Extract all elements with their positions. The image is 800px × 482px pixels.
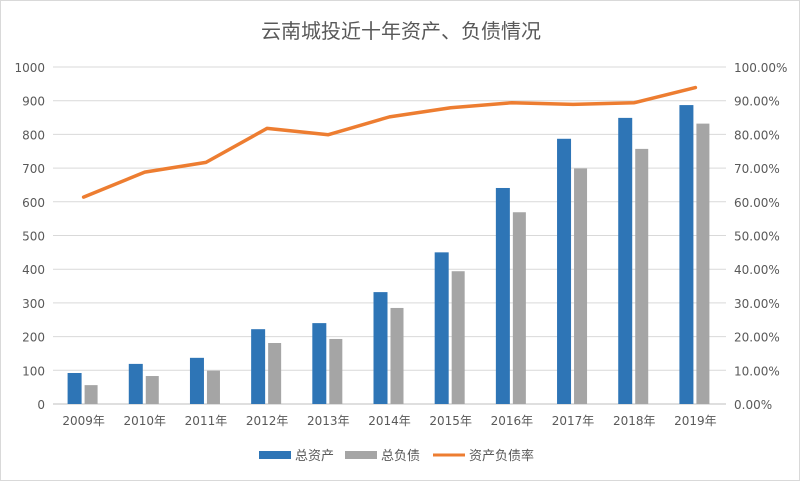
bar-total-assets (374, 292, 388, 404)
right-tick-label: 70.00% (734, 162, 780, 176)
x-tick-label: 2016年 (491, 414, 534, 428)
x-tick-label: 2017年 (552, 414, 595, 428)
legend-swatch-total-liabilities (345, 451, 377, 459)
bar-total-liabilities (635, 149, 648, 404)
bar-total-assets (251, 329, 265, 404)
legend-swatch-total-assets (259, 451, 291, 459)
bar-total-assets (618, 118, 632, 404)
left-tick-label: 500 (22, 230, 45, 244)
right-tick-label: 80.00% (734, 128, 780, 142)
x-tick-label: 2018年 (613, 414, 656, 428)
right-tick-label: 40.00% (734, 263, 780, 277)
x-tick-label: 2009年 (62, 414, 105, 428)
right-tick-label: 60.00% (734, 196, 780, 210)
bar-total-liabilities (452, 271, 465, 404)
x-tick-label: 2014年 (368, 414, 411, 428)
left-tick-label: 300 (22, 297, 45, 311)
chart-title: 云南城投近十年资产、负债情况 (261, 19, 541, 43)
x-tick-label: 2013年 (307, 414, 350, 428)
bar-total-assets (190, 358, 204, 404)
right-tick-label: 10.00% (734, 364, 780, 378)
bar-total-assets (312, 323, 326, 404)
bar-total-assets (496, 188, 510, 404)
line-debt-ratio (84, 88, 696, 198)
bar-total-liabilities (207, 371, 220, 404)
bar-total-liabilities (146, 376, 159, 404)
bar-total-liabilities (391, 308, 404, 404)
left-tick-label: 1000 (14, 61, 45, 75)
left-tick-label: 900 (22, 95, 45, 109)
right-tick-label: 50.00% (734, 230, 780, 244)
bar-total-liabilities (513, 212, 526, 404)
bar-total-assets (679, 105, 693, 404)
left-tick-label: 600 (22, 196, 45, 210)
legend-label-total-assets: 总资产 (295, 449, 334, 464)
bar-total-liabilities (268, 343, 281, 404)
right-tick-label: 30.00% (734, 297, 780, 311)
bar-total-assets (435, 252, 449, 404)
left-tick-label: 800 (22, 128, 45, 142)
right-tick-label: 20.00% (734, 331, 780, 345)
bar-total-liabilities (696, 124, 709, 404)
x-tick-label: 2010年 (123, 414, 166, 428)
x-tick-label: 2019年 (674, 414, 717, 428)
legend-label-total-liabilities: 总负债 (381, 449, 420, 464)
bar-total-liabilities (574, 168, 587, 404)
bar-total-assets (129, 364, 143, 404)
bar-total-liabilities (85, 385, 98, 404)
left-tick-label: 200 (22, 331, 45, 345)
left-tick-label: 0 (37, 398, 45, 412)
left-tick-label: 400 (22, 263, 45, 277)
x-tick-label: 2012年 (246, 414, 289, 428)
x-tick-label: 2015年 (429, 414, 472, 428)
left-tick-label: 700 (22, 162, 45, 176)
legend: 总资产 总负债 资产负债率 (259, 448, 534, 464)
legend-label-debt-ratio: 资产负债率 (469, 448, 534, 464)
left-tick-label: 100 (22, 364, 45, 378)
x-tick-label: 2011年 (185, 414, 228, 428)
right-tick-label: 90.00% (734, 95, 780, 109)
right-tick-label: 100.00% (734, 61, 787, 75)
right-tick-label: 0.00% (734, 398, 772, 412)
bar-total-liabilities (329, 339, 342, 404)
bar-total-assets (68, 373, 82, 404)
bar-total-assets (557, 139, 571, 404)
